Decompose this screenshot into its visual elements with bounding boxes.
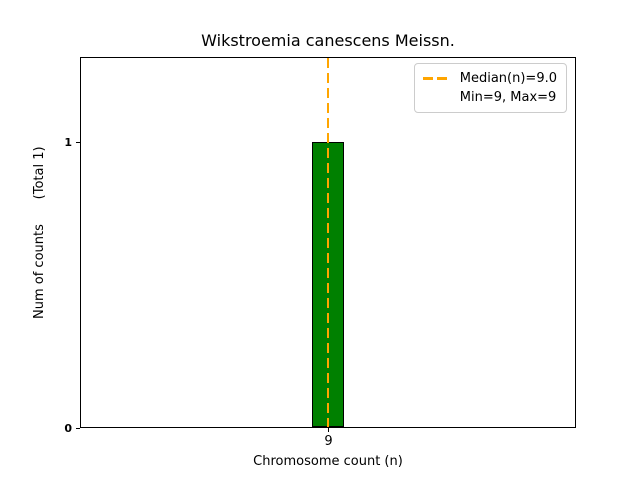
y-axis-tick-0 (76, 427, 80, 429)
chart-title: Wikstroemia canescens Meissn. (201, 31, 455, 50)
y-axis-tick-label-0: 0 (64, 421, 72, 435)
legend: Median(n)=9.0 Min=9, Max=9 (413, 63, 567, 113)
legend-label-minmax: Min=9, Max=9 (459, 90, 557, 105)
legend-marker-blank (423, 96, 450, 99)
y-axis-tick-1 (76, 142, 80, 144)
median-dashed-line-legend-marker (422, 77, 450, 80)
y-axis-tick-label-1: 1 (64, 136, 72, 150)
x-axis-tick (328, 428, 329, 432)
x-axis-tick-label: 9 (324, 434, 333, 449)
legend-label-median: Median(n)=9.0 (459, 71, 557, 86)
y-axis-label: Num of counts (Total 1) (32, 146, 47, 319)
legend-row-minmax: Min=9, Max=9 (423, 88, 557, 107)
median-line (327, 58, 329, 427)
legend-row-median: Median(n)=9.0 (422, 69, 557, 88)
plot-area: Median(n)=9.0 Min=9, Max=9 (80, 57, 576, 428)
x-axis-label: Chromosome count (n) (253, 454, 403, 469)
